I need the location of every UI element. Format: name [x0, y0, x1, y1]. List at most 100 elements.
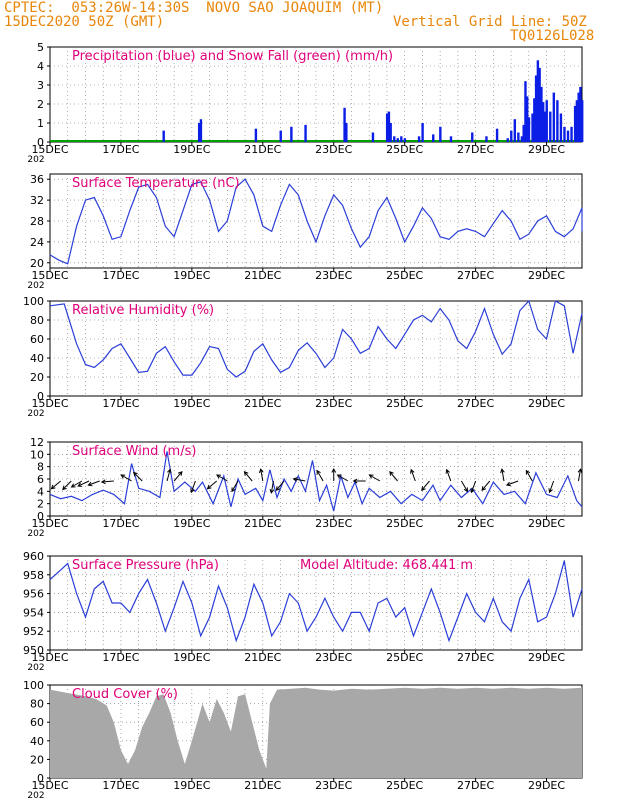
- wind-arrow-head: [525, 469, 531, 475]
- wind-arrow-head: [206, 484, 212, 490]
- y-tick-label: 0: [37, 136, 44, 149]
- x-year-label: 202: [27, 791, 44, 800]
- precip-bar: [541, 102, 545, 142]
- precip-bar: [421, 123, 424, 142]
- vertical-grid-info: Vertical Grid Line: 50Z: [393, 14, 587, 30]
- wind-arrow-head: [389, 471, 394, 476]
- panel-3: [47, 299, 583, 399]
- wind-arrow-head: [275, 486, 281, 491]
- wind-arrow: [166, 469, 171, 482]
- wind-arrow: [316, 470, 324, 482]
- x-tick-label: 17DEC: [102, 517, 139, 530]
- series-line: [49, 299, 583, 378]
- panel-4: [47, 441, 583, 519]
- precip-bar: [254, 128, 258, 142]
- x-tick-label: 29DEC: [528, 517, 565, 530]
- precip-bar: [517, 132, 520, 142]
- x-tick-label: 25DEC: [386, 779, 423, 792]
- y-tick-label: 12: [30, 436, 44, 449]
- wind-arrow: [173, 471, 183, 482]
- y-tick-label: 5: [37, 41, 44, 54]
- x-tick-label: 21DEC: [244, 397, 281, 410]
- wind-arrow: [71, 480, 83, 488]
- wind-arrow-head: [292, 477, 298, 482]
- precip-bar: [495, 128, 499, 142]
- wind-arrow-head: [445, 468, 451, 474]
- precip-bar: [534, 75, 538, 142]
- y-tick-label: 0: [37, 510, 44, 523]
- wind-arrow-head: [500, 468, 505, 474]
- y-tick-label: 24: [30, 236, 44, 249]
- y-tick-label: 100: [23, 295, 44, 308]
- y-tick-label: 956: [23, 588, 44, 601]
- x-tick-label: 29DEC: [528, 651, 565, 664]
- precip-bar: [536, 60, 540, 142]
- wind-arrow: [275, 480, 285, 491]
- precip-bar: [522, 124, 525, 142]
- precip-bar: [432, 134, 435, 142]
- x-tick-label: 29DEC: [528, 143, 565, 156]
- wind-arrow: [207, 480, 218, 490]
- x-tick-label: 17DEC: [102, 269, 139, 282]
- precip-bar: [533, 98, 536, 142]
- x-tick-label: 23DEC: [315, 143, 352, 156]
- panel-6: [47, 684, 583, 781]
- x-tick-label: 29DEC: [528, 779, 565, 792]
- wind-arrow-head: [167, 468, 172, 474]
- x-tick-label: 29DEC: [528, 269, 565, 282]
- y-tick-label: 100: [23, 679, 44, 692]
- precip-bar: [581, 100, 584, 142]
- precip-bar: [570, 126, 573, 142]
- wind-arrow: [62, 480, 72, 490]
- precip-bar: [471, 132, 474, 142]
- precip-bar: [566, 130, 570, 142]
- wind-arrow: [244, 471, 253, 482]
- y-tick-label: 3: [37, 79, 44, 92]
- wind-arrow-head: [231, 487, 236, 493]
- x-tick-label: 17DEC: [102, 651, 139, 664]
- y-tick-label: 4: [37, 485, 44, 498]
- wind-arrow: [260, 469, 264, 482]
- y-tick-label: 952: [23, 625, 44, 638]
- precip-bar: [371, 132, 375, 142]
- y-tick-label: 950: [23, 644, 44, 657]
- x-tick-label: 19DEC: [173, 779, 210, 792]
- precip-bar: [393, 136, 396, 142]
- wind-arrow: [101, 480, 114, 483]
- precip-bar: [577, 92, 580, 142]
- panel-title: Cloud Cover (%): [72, 687, 178, 702]
- y-tick-label: 20: [30, 371, 44, 384]
- y-tick-label: 60: [30, 716, 44, 729]
- wind-arrow-head: [258, 468, 264, 474]
- y-tick-label: 6: [37, 473, 44, 486]
- wind-arrow-head: [70, 483, 76, 488]
- x-tick-label: 27DEC: [457, 397, 494, 410]
- wind-arrow-head: [87, 481, 93, 487]
- wind-arrow: [506, 480, 519, 486]
- x-tick-label: 21DEC: [244, 269, 281, 282]
- panel-title: Surface Temperature (nC): [72, 176, 240, 191]
- x-tick-label: 19DEC: [173, 517, 210, 530]
- y-tick-label: 960: [23, 550, 44, 563]
- wind-arrow-head: [120, 474, 126, 479]
- x-tick-label: 23DEC: [315, 269, 352, 282]
- x-tick-label: 25DEC: [386, 517, 423, 530]
- wind-arrow-head: [331, 467, 337, 473]
- precip-bar: [290, 126, 293, 142]
- station-info: CPTEC: 053:26W-14:30S NOVO SAO JOAQUIM (…: [4, 0, 384, 16]
- wind-arrow: [549, 480, 555, 493]
- y-tick-label: 2: [37, 498, 44, 511]
- x-tick-label: 21DEC: [244, 517, 281, 530]
- wind-arrow: [77, 480, 90, 487]
- precip-bar: [559, 113, 563, 142]
- precip-bar: [543, 111, 547, 142]
- x-tick-label: 15DEC: [31, 143, 68, 156]
- wind-arrow-head: [470, 488, 475, 494]
- wind-arrow: [369, 474, 381, 482]
- panel-5: [47, 555, 583, 653]
- wind-arrow: [133, 472, 143, 482]
- wind-arrow: [88, 480, 100, 486]
- x-year-label: 202: [27, 281, 44, 291]
- wind-arrow: [190, 480, 196, 493]
- precip-bar: [506, 138, 509, 142]
